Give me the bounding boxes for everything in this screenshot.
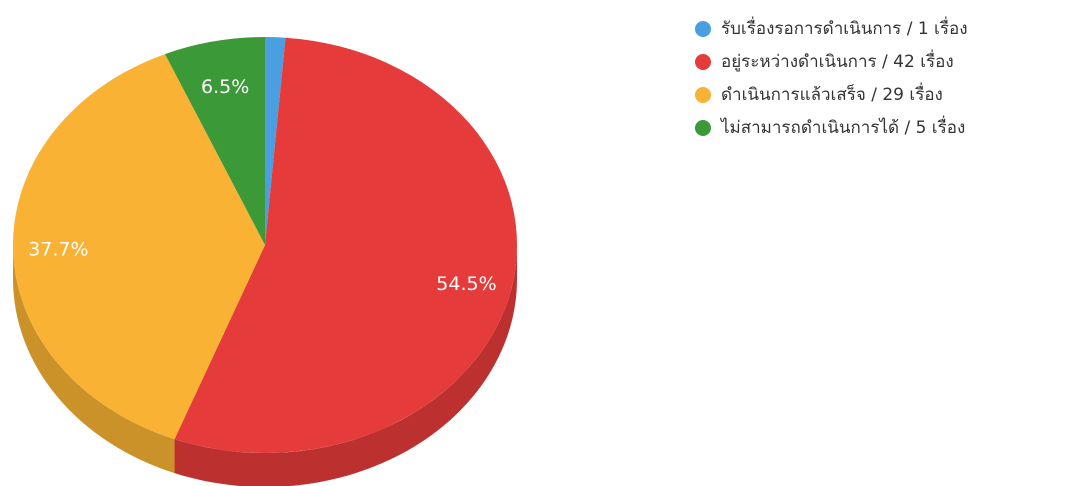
legend-swatch-2 (695, 86, 711, 103)
legend-label-3: ไม่สามารถดำเนินการได้ / 5 เรื่อง (721, 118, 966, 138)
legend-swatch-0 (695, 20, 711, 37)
legend-swatch-3 (695, 119, 711, 136)
legend-label-2: ดำเนินการแล้วเสร็จ / 29 เรื่อง (721, 85, 943, 105)
pie-labels: 54.5% 37.7% 6.5% (28, 76, 496, 295)
pie-slice-1[interactable] (174, 37, 518, 453)
chart-legend: รับเรื่องรอการดำเนินการ / 1 เรื่องอยู่ระ… (695, 12, 1085, 144)
slice-label-1: 54.5% (436, 273, 496, 295)
pie-slice-0[interactable] (265, 37, 286, 245)
pie-slice-3[interactable] (165, 37, 265, 245)
legend-item-2[interactable]: ดำเนินการแล้วเสร็จ / 29 เรื่อง (695, 78, 1085, 111)
legend-item-1[interactable]: อยู่ระหว่างดำเนินการ / 42 เรื่อง (695, 45, 1085, 78)
legend-item-0[interactable]: รับเรื่องรอการดำเนินการ / 1 เรื่อง (695, 12, 1085, 45)
pie-slice-side-2 (13, 245, 175, 474)
pie-slice-side-1 (174, 245, 517, 486)
pie-sides (13, 245, 517, 486)
slice-label-2: 37.7% (28, 238, 88, 260)
legend-label-1: อยู่ระหว่างดำเนินการ / 42 เรื่อง (721, 52, 954, 72)
slice-label-3: 6.5% (201, 76, 249, 98)
legend-item-3[interactable]: ไม่สามารถดำเนินการได้ / 5 เรื่อง (695, 111, 1085, 144)
pie-top (12, 37, 518, 453)
legend-swatch-1 (695, 53, 711, 70)
pie-chart-svg: 54.5% 37.7% 6.5% (12, 37, 518, 486)
pie-slice-2[interactable] (12, 54, 265, 440)
legend-label-0: รับเรื่องรอการดำเนินการ / 1 เรื่อง (721, 19, 968, 39)
